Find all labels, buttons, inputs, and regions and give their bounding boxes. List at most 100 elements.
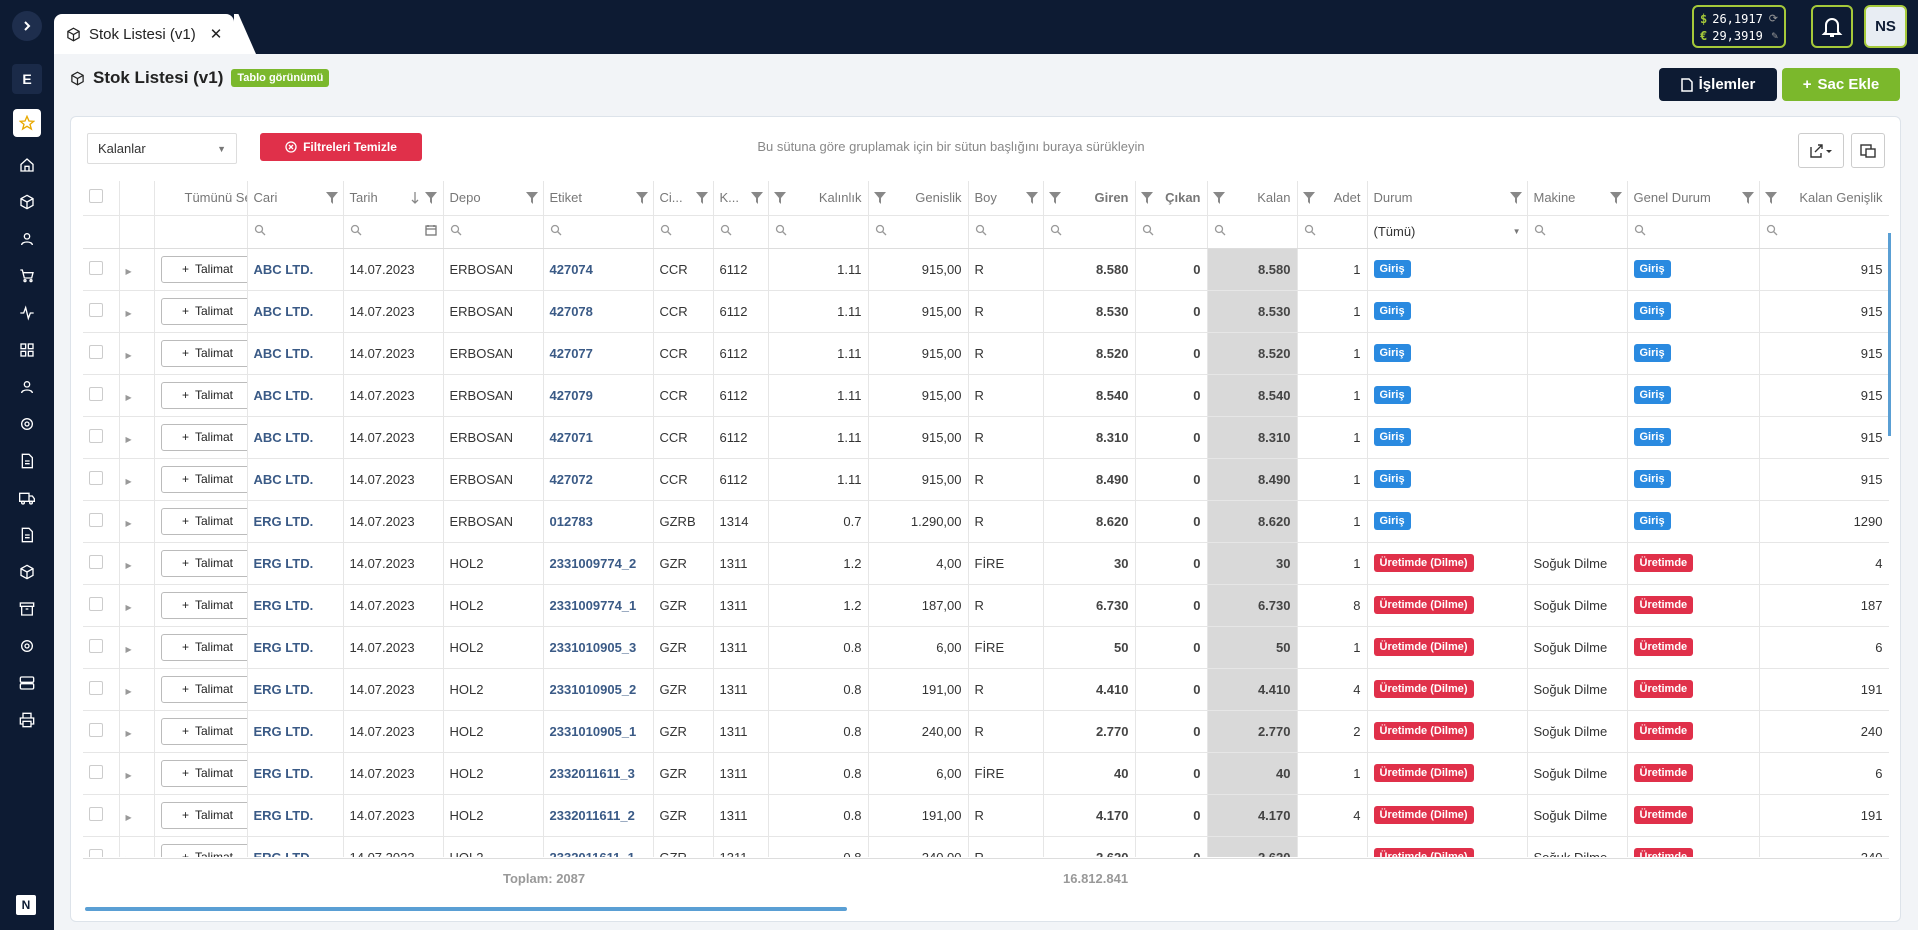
header-genel-durum[interactable]: Genel Durum [1627, 181, 1760, 216]
filter-icon[interactable] [773, 191, 787, 208]
filter-cell-kalan_genislik[interactable] [1759, 215, 1889, 249]
row-checkbox[interactable] [89, 722, 103, 737]
expand-arrow-icon[interactable]: ▶ [125, 518, 132, 528]
row-checkbox[interactable] [89, 470, 103, 485]
row-checkbox[interactable] [89, 848, 103, 857]
row-checkbox[interactable] [89, 302, 103, 317]
edit-icon[interactable]: ✎ [1771, 29, 1778, 42]
talimat-button[interactable]: + Talimat [160, 423, 246, 451]
talimat-button[interactable]: + Talimat [160, 255, 246, 283]
filter-icon[interactable] [1764, 191, 1778, 208]
filter-icon[interactable] [1140, 191, 1154, 208]
sidebar-item-12[interactable] [0, 553, 54, 590]
header-adet[interactable]: Adet [1297, 181, 1368, 216]
row-checkbox[interactable] [89, 596, 103, 611]
table-row[interactable]: ▶ + Talimat ABC LTD. 14.07.2023 ERBOSAN 427079… [83, 374, 1889, 417]
header-durum[interactable]: Durum [1367, 181, 1528, 216]
row-expand-cell[interactable]: ▶ [119, 542, 155, 585]
talimat-button[interactable]: + Talimat [160, 759, 246, 787]
cell-etiket[interactable]: 427072 [543, 458, 654, 501]
row-checkbox-cell[interactable] [83, 668, 120, 711]
row-checkbox-cell[interactable] [83, 290, 120, 333]
header-tarih[interactable]: Tarih [343, 181, 444, 216]
sidebar-item-5[interactable] [0, 294, 54, 331]
filter-cell-durum[interactable]: (Tümü) ▼ [1367, 215, 1528, 249]
header-giren[interactable]: Giren [1043, 181, 1136, 216]
row-checkbox-cell[interactable] [83, 794, 120, 837]
header-select-all[interactable]: Tümünü Seç [154, 181, 248, 216]
talimat-button[interactable]: + Talimat [160, 591, 246, 619]
filter-icon[interactable] [1212, 191, 1226, 208]
talimat-button[interactable]: + Talimat [160, 801, 246, 829]
horizontal-scrollbar[interactable] [85, 907, 847, 911]
row-checkbox-cell[interactable] [83, 458, 120, 501]
row-expand-cell[interactable]: ▶ [119, 626, 155, 669]
row-expand-cell[interactable]: ▶ [119, 500, 155, 543]
header-depo[interactable]: Depo [443, 181, 544, 216]
talimat-button[interactable]: + Talimat [160, 633, 246, 661]
filter-icon[interactable] [325, 191, 339, 208]
table-row[interactable]: ▶ + Talimat ERG LTD. 14.07.2023 ERBOSAN 012783… [83, 500, 1889, 543]
filter-cell-kalinlik[interactable] [768, 215, 869, 249]
row-checkbox[interactable] [89, 428, 103, 443]
sidebar-item-7[interactable] [0, 368, 54, 405]
row-expand-cell[interactable]: ▶ [119, 794, 155, 837]
expand-arrow-icon[interactable]: ▶ [125, 476, 132, 486]
table-row[interactable]: ▶ + Talimat ABC LTD. 14.07.2023 ERBOSAN 427071… [83, 416, 1889, 459]
cell-etiket[interactable]: 2331009774_2 [543, 542, 654, 585]
talimat-button[interactable]: + Talimat [160, 381, 246, 409]
expand-arrow-icon[interactable]: ▶ [125, 812, 132, 822]
sidebar-item-2[interactable] [0, 183, 54, 220]
sidebar-item-9[interactable] [0, 442, 54, 479]
sidebar-item-10[interactable] [0, 479, 54, 516]
favorites-button[interactable] [13, 109, 41, 137]
talimat-button[interactable]: + Talimat [160, 675, 246, 703]
row-expand-cell[interactable]: ▶ [119, 458, 155, 501]
filter-cell-etiket[interactable] [543, 215, 654, 249]
filter-icon[interactable] [635, 191, 649, 208]
header-kalinlik[interactable]: Kalınlık [768, 181, 869, 216]
row-checkbox[interactable] [89, 764, 103, 779]
filter-cell-tarih[interactable] [343, 215, 444, 249]
sidebar-item-1[interactable] [0, 146, 54, 183]
operations-button[interactable]: İşlemler [1659, 68, 1777, 101]
row-checkbox[interactable] [89, 386, 103, 401]
filter-icon[interactable] [1509, 191, 1523, 208]
expand-arrow-icon[interactable]: ▶ [125, 560, 132, 570]
expand-arrow-icon[interactable]: ▶ [125, 392, 132, 402]
row-checkbox[interactable] [89, 638, 103, 653]
filter-icon[interactable] [873, 191, 887, 208]
row-checkbox[interactable] [89, 260, 103, 275]
cell-etiket[interactable]: 2331010905_2 [543, 668, 654, 711]
expand-arrow-icon[interactable]: ▶ [125, 350, 132, 360]
filter-cell-boy[interactable] [968, 215, 1044, 249]
column-chooser-button[interactable] [1851, 133, 1885, 168]
cell-etiket[interactable]: 2331010905_1 [543, 710, 654, 753]
cell-etiket[interactable]: 2332011611_1 [543, 836, 654, 857]
table-row[interactable]: ▶ + Talimat ERG LTD. 14.07.2023 HOL2 233101090… [83, 626, 1889, 669]
filter-icon[interactable] [525, 191, 539, 208]
row-expand-cell[interactable]: ▶ [119, 374, 155, 417]
add-sheet-button[interactable]: + Sac Ekle [1782, 68, 1900, 101]
row-checkbox-cell[interactable] [83, 836, 120, 857]
cell-etiket[interactable]: 2332011611_3 [543, 752, 654, 795]
stock-filter-select[interactable]: Kalanlar ▼ [87, 133, 237, 164]
calendar-icon[interactable] [424, 224, 437, 239]
talimat-button[interactable]: + Talimat [160, 465, 246, 493]
expand-arrow-icon[interactable]: ▶ [125, 686, 132, 696]
filter-icon[interactable] [1302, 191, 1316, 208]
cell-etiket[interactable]: 012783 [543, 500, 654, 543]
header-kalan[interactable]: Kalan [1207, 181, 1298, 216]
sidebar-item-16[interactable] [0, 701, 54, 738]
user-avatar[interactable]: NS [1864, 5, 1907, 48]
filter-cell-cikan[interactable] [1135, 215, 1208, 249]
close-icon[interactable]: ✕ [209, 26, 223, 43]
expand-arrow-icon[interactable]: ▶ [125, 266, 132, 276]
header-checkbox-cell[interactable] [83, 181, 120, 216]
header-kalan-genislik[interactable]: Kalan Genişlik [1759, 181, 1889, 216]
row-expand-cell[interactable]: ▶ [119, 290, 155, 333]
row-checkbox-cell[interactable] [83, 374, 120, 417]
cell-etiket[interactable]: 427079 [543, 374, 654, 417]
row-expand-cell[interactable]: ▶ [119, 668, 155, 711]
